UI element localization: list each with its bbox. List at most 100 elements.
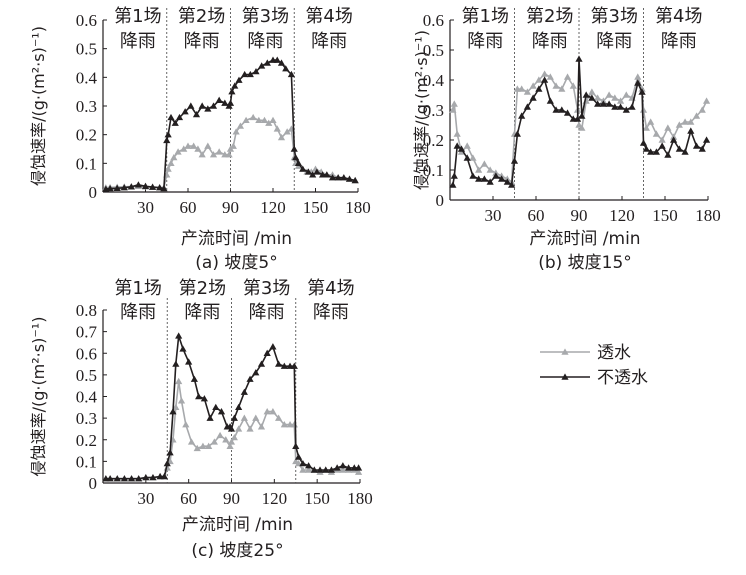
data-point <box>304 168 313 175</box>
stage-label-line1: 第1场 <box>114 278 161 299</box>
y-tick-label: 0.8 <box>76 301 97 320</box>
data-point <box>616 103 625 110</box>
data-point <box>563 109 572 116</box>
data-point <box>269 408 277 415</box>
data-point <box>333 464 341 471</box>
data-point <box>149 473 157 481</box>
data-point <box>160 472 168 480</box>
data-point <box>639 139 648 146</box>
stage-label-line1: 第4场 <box>655 6 702 27</box>
data-point <box>185 358 193 365</box>
data-point <box>453 130 461 137</box>
data-point <box>299 459 307 467</box>
data-point <box>141 182 150 189</box>
data-point <box>290 145 298 152</box>
data-point <box>498 175 506 182</box>
data-point <box>280 362 288 369</box>
data-point <box>575 121 583 128</box>
data-point <box>193 444 201 452</box>
data-point <box>469 172 477 179</box>
y-tick-label: 0.5 <box>423 41 444 60</box>
data-point <box>235 403 243 411</box>
y-tick-label: 0 <box>89 183 98 202</box>
stage-label-line2: 降雨 <box>249 302 285 323</box>
data-point <box>642 124 650 131</box>
data-point <box>127 183 135 190</box>
data-point <box>546 73 554 80</box>
stage-label-line1: 第3场 <box>242 6 289 27</box>
stage-label-line1: 第2场 <box>526 6 573 27</box>
data-point <box>328 174 337 181</box>
data-point <box>639 106 648 113</box>
stage-label-line2: 降雨 <box>661 31 697 52</box>
data-point <box>182 421 190 428</box>
data-point <box>453 142 461 149</box>
data-point <box>518 112 526 119</box>
data-point <box>480 175 488 182</box>
data-point <box>164 165 172 172</box>
data-point <box>160 184 168 192</box>
x-tick-label: 60 <box>180 198 197 217</box>
data-point <box>588 88 596 95</box>
data-point <box>575 55 583 62</box>
data-point <box>611 103 619 110</box>
data-point <box>486 166 494 173</box>
data-point <box>255 116 263 124</box>
x-tick-label: 120 <box>609 206 635 225</box>
data-point <box>225 151 233 158</box>
series-impermeable <box>102 332 363 482</box>
data-point <box>292 154 300 161</box>
data-point <box>230 414 238 421</box>
data-point <box>295 453 303 460</box>
data-point <box>345 175 354 182</box>
data-point <box>305 466 313 473</box>
data-point <box>134 181 143 188</box>
data-point <box>175 113 184 121</box>
data-point <box>316 466 324 473</box>
data-point <box>228 88 236 95</box>
y-tick-label: 0.6 <box>76 344 97 363</box>
legend-marker <box>561 348 569 355</box>
data-point <box>263 408 271 415</box>
data-point <box>535 85 543 92</box>
data-point <box>163 459 171 467</box>
y-tick-label: 0.7 <box>76 323 98 342</box>
data-point <box>113 475 121 482</box>
x-axis-label: 产流时间 /min <box>529 229 640 249</box>
data-point <box>229 142 237 149</box>
stage-label-line1: 第1场 <box>462 6 509 27</box>
stage-label-line1: 第2场 <box>178 6 225 27</box>
data-point <box>190 375 198 382</box>
x-tick-label: 30 <box>485 206 502 225</box>
x-tick-label: 150 <box>304 489 330 508</box>
data-point <box>513 130 521 137</box>
x-tick-label: 150 <box>652 206 678 225</box>
data-point <box>252 414 260 421</box>
legend-label: 透水 <box>597 343 631 363</box>
data-point <box>541 70 549 77</box>
data-point <box>282 65 290 72</box>
data-point <box>322 466 330 473</box>
data-point <box>206 414 214 421</box>
data-point <box>449 106 457 113</box>
data-point <box>299 466 307 473</box>
data-point <box>647 148 655 155</box>
data-point <box>135 475 143 482</box>
data-point <box>652 130 660 137</box>
data-point <box>226 442 234 449</box>
data-point <box>263 59 271 66</box>
data-point <box>692 112 701 119</box>
data-point <box>681 148 689 155</box>
data-point <box>599 100 607 107</box>
data-point <box>541 76 549 83</box>
data-point <box>192 111 201 118</box>
data-point <box>246 425 254 432</box>
data-point <box>634 73 642 80</box>
data-point <box>235 425 243 432</box>
stage-label-line2: 降雨 <box>184 31 220 52</box>
data-point <box>127 475 136 482</box>
data-point <box>187 102 195 109</box>
data-point <box>204 142 212 149</box>
data-point <box>232 128 240 135</box>
